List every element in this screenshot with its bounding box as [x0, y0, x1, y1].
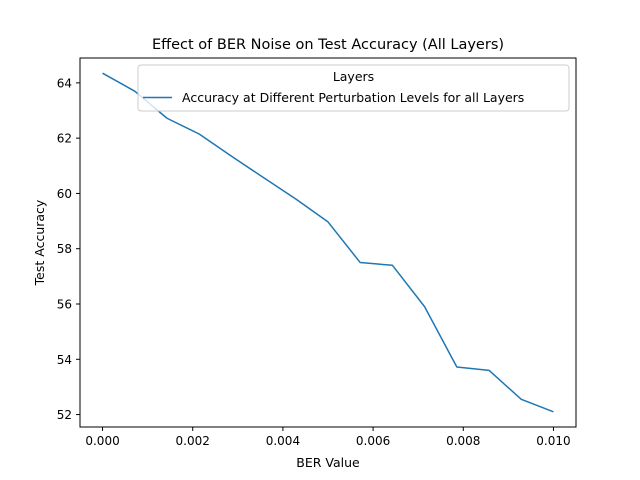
x-tick-label: 0.004 — [266, 434, 300, 448]
legend-title: Layers — [333, 69, 374, 84]
legend: Layers Accuracy at Different Perturbatio… — [137, 64, 570, 112]
x-tick-label: 0.008 — [446, 434, 480, 448]
x-tick-label: 0.006 — [356, 434, 390, 448]
x-tick-label: 0.010 — [536, 434, 570, 448]
y-axis-ticks: 52 54 56 58 60 62 64 — [57, 76, 80, 422]
y-tick-label: 56 — [57, 298, 72, 312]
x-tick-label: 0.002 — [176, 434, 210, 448]
plot-frame — [79, 57, 577, 428]
plot-lines — [102, 72, 554, 413]
y-tick-label: 58 — [57, 242, 72, 256]
chart-title: Effect of BER Noise on Test Accuracy (Al… — [152, 37, 504, 53]
x-tick-label: 0.000 — [85, 434, 119, 448]
y-tick-label: 60 — [57, 187, 72, 201]
y-axis-label: Test Accuracy — [32, 199, 47, 286]
x-axis-ticks: 0.000 0.002 0.004 0.006 0.008 0.010 — [85, 427, 571, 448]
x-axis-label: BER Value — [296, 455, 360, 470]
legend-series-label: Accuracy at Different Perturbation Level… — [182, 90, 524, 105]
y-tick-label: 64 — [57, 76, 72, 90]
y-tick-label: 62 — [57, 132, 72, 146]
y-tick-label: 54 — [57, 353, 72, 367]
legend-box — [137, 64, 570, 112]
series-line-0 — [102, 72, 554, 413]
y-tick-label: 52 — [57, 408, 72, 422]
